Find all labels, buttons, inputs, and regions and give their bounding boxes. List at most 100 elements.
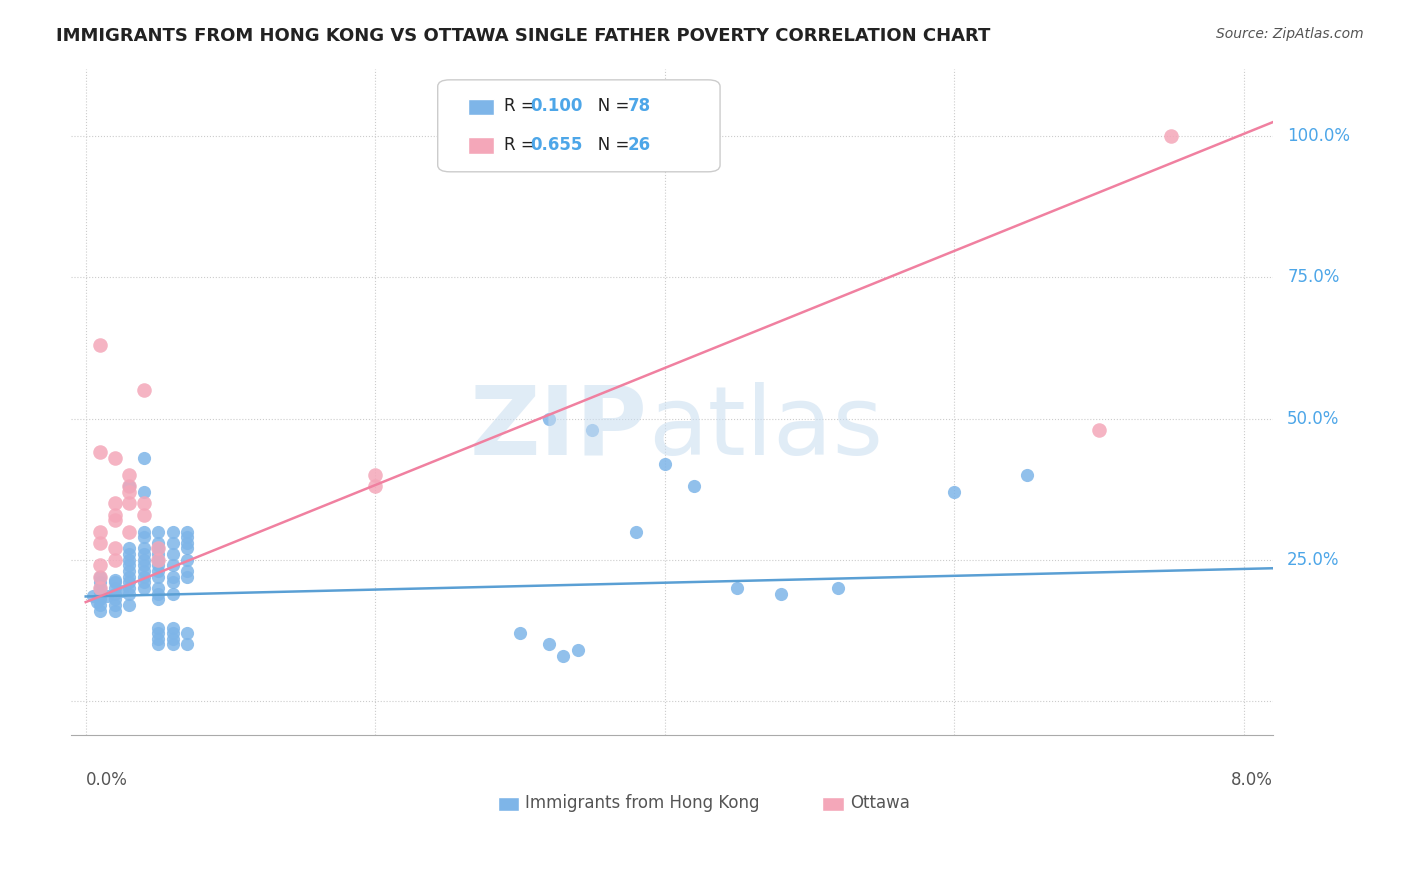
Point [146,541,169,556]
Point [104,587,127,601]
Point [162,536,184,550]
Point [581,423,603,437]
Point [176,553,198,567]
FancyBboxPatch shape [468,137,494,153]
Point [654,457,676,471]
Point [132,570,155,584]
Point [146,592,169,607]
Point [146,541,169,556]
Point [89,536,111,550]
Point [364,479,387,493]
Point [176,570,198,584]
Point [89,338,111,352]
Point [364,468,387,483]
Point [1088,423,1111,437]
Text: 75.0%: 75.0% [1286,268,1340,286]
Point [146,587,169,601]
Point [118,468,141,483]
Point [132,451,155,466]
Text: Immigrants from Hong Kong: Immigrants from Hong Kong [526,795,759,813]
Point [162,638,184,652]
Point [89,581,111,595]
Point [104,496,127,510]
Point [146,564,169,578]
Point [118,587,141,601]
Point [118,541,141,556]
Point [537,638,560,652]
Point [82,590,104,604]
Point [146,638,169,652]
Point [132,530,155,544]
Point [146,553,169,567]
Point [553,648,575,663]
Text: N =: N = [582,97,634,115]
Point [162,524,184,539]
Point [104,513,127,527]
FancyBboxPatch shape [823,797,844,812]
Point [162,570,184,584]
Point [509,626,531,640]
Text: R =: R = [503,97,540,115]
Point [132,541,155,556]
Point [176,530,198,544]
Point [567,643,589,657]
Point [104,541,127,556]
Point [89,604,111,618]
Point [104,581,127,595]
Text: 78: 78 [627,97,651,115]
Text: Ottawa: Ottawa [849,795,910,813]
Point [118,570,141,584]
Point [624,524,647,539]
Point [146,558,169,573]
Point [1015,468,1038,483]
Text: IMMIGRANTS FROM HONG KONG VS OTTAWA SINGLE FATHER POVERTY CORRELATION CHART: IMMIGRANTS FROM HONG KONG VS OTTAWA SING… [56,27,991,45]
FancyBboxPatch shape [468,98,494,115]
Point [118,485,141,500]
Point [146,581,169,595]
Point [769,587,792,601]
Point [132,508,155,522]
Point [89,598,111,612]
Point [146,632,169,646]
Point [132,581,155,595]
Point [132,524,155,539]
Point [104,553,127,567]
Text: ZIP: ZIP [470,382,648,475]
Point [827,581,849,595]
Point [132,496,155,510]
Point [118,479,141,493]
Point [118,564,141,578]
Point [104,451,127,466]
Point [89,581,111,595]
Point [132,553,155,567]
Point [104,592,127,607]
Text: R =: R = [503,136,540,154]
Text: 0.0%: 0.0% [86,772,128,789]
Point [176,541,198,556]
Point [725,581,748,595]
Point [104,508,127,522]
Text: Source: ZipAtlas.com: Source: ZipAtlas.com [1216,27,1364,41]
Point [146,524,169,539]
Point [146,621,169,635]
Point [104,573,127,587]
Point [132,485,155,500]
Point [118,558,141,573]
Point [118,598,141,612]
Text: 50.0%: 50.0% [1286,409,1340,427]
Text: 8.0%: 8.0% [1230,772,1272,789]
Point [162,558,184,573]
Point [86,595,108,609]
Text: 0.100: 0.100 [530,97,582,115]
Point [104,604,127,618]
Point [118,553,141,567]
Point [146,553,169,567]
Point [176,564,198,578]
Point [132,564,155,578]
Point [132,547,155,561]
Point [89,558,111,573]
Point [537,411,560,425]
Point [943,485,966,500]
Text: atlas: atlas [648,382,883,475]
Point [176,536,198,550]
